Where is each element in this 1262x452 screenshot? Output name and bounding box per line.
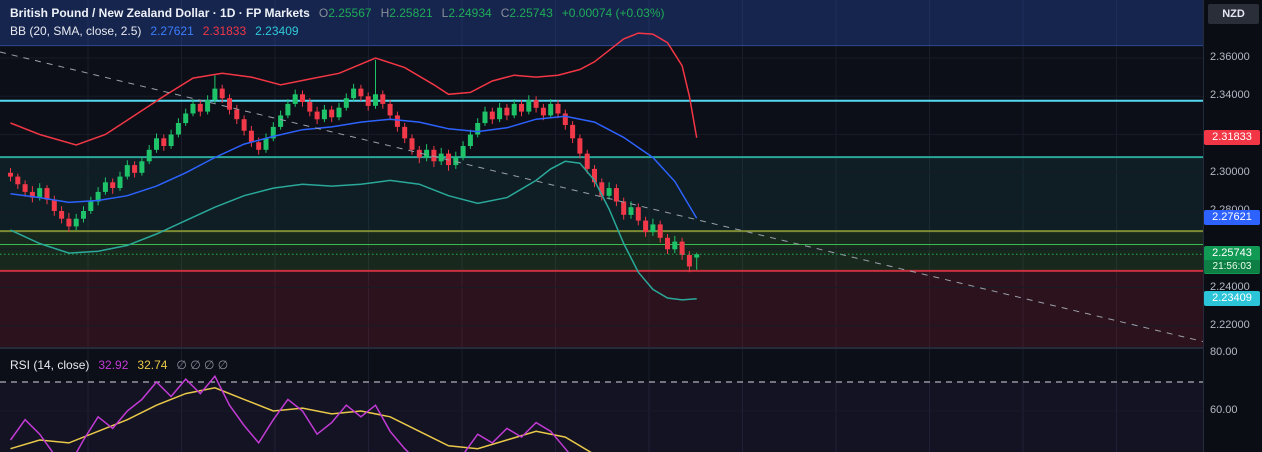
bb-label: BB (20, SMA, close, 2.5) (10, 24, 142, 38)
price-tick: 2.22000 (1210, 318, 1250, 331)
price-tick: 2.30000 (1210, 165, 1250, 178)
axis-currency-label: NZD (1208, 4, 1259, 24)
bb-upper-price-badge: 2.31833 (1204, 129, 1260, 145)
bb-upper-value: 2.31833 (202, 24, 247, 38)
rsi-tick: 60.00 (1210, 404, 1238, 416)
bb-basis-value: 2.27621 (150, 24, 194, 38)
ohlc-low-value: 2.24934 (448, 6, 492, 20)
price-tick: 2.24000 (1210, 280, 1250, 293)
bb-indicator-legend[interactable]: BB (20, SMA, close, 2.5) 2.27621 2.31833… (10, 24, 299, 38)
bb-basis-price-badge: 2.27621 (1204, 210, 1260, 226)
price-change: +0.00074 (+0.03%) (561, 6, 665, 20)
ohlc-high-value: 2.25821 (389, 6, 433, 20)
ohlc-open-key: O (318, 6, 329, 20)
rsi-tick: 80.00 (1210, 346, 1238, 358)
ohlc-low: L2.24934 (442, 6, 492, 20)
ohlc-close-value: 2.25743 (509, 6, 553, 20)
ohlc-low-key: L (441, 6, 449, 20)
rsi-value: 32.92 (98, 358, 129, 372)
symbol-title[interactable]: British Pound / New Zealand Dollar · 1D … (10, 6, 310, 20)
last-price-badge: 2.25743 21:56:03 (1204, 246, 1260, 275)
bb-lower-value: 2.23409 (255, 24, 299, 38)
ohlc-high-key: H (380, 6, 390, 20)
ohlc-high: H2.25821 (381, 6, 433, 20)
price-chart-canvas[interactable] (0, 0, 1203, 452)
rsi-hidden-values: ∅ ∅ ∅ ∅ (176, 358, 229, 372)
ohlc-close-key: C (500, 6, 510, 20)
ohlc-open-value: 2.25567 (328, 6, 372, 20)
ohlc-open: O2.25567 (319, 6, 372, 20)
price-tick: 2.34000 (1210, 89, 1250, 102)
price-axis[interactable]: NZD 2.360002.340002.300002.280002.240002… (1203, 0, 1262, 452)
pane-separator[interactable] (0, 347, 1262, 349)
rsi-label: RSI (14, close) (10, 358, 90, 372)
bb-lower-price-badge: 2.23409 (1204, 290, 1260, 306)
ohlc-close: C2.25743 (501, 6, 553, 20)
price-tick: 2.36000 (1210, 51, 1250, 63)
rsi-ma-value: 32.74 (137, 358, 168, 372)
rsi-indicator-legend[interactable]: RSI (14, close) 32.92 32.74 ∅ ∅ ∅ ∅ (10, 358, 228, 372)
symbol-legend[interactable]: British Pound / New Zealand Dollar · 1D … (10, 6, 665, 20)
